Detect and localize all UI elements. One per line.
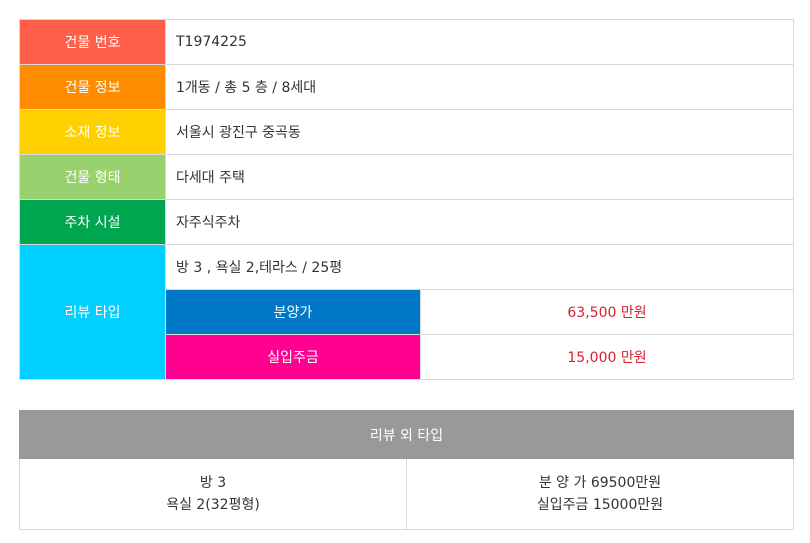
sale-price-value: 63,500 만원 (420, 290, 793, 334)
sale-price-label: 분양가 (166, 290, 421, 334)
other-type-row: 방 3 욕실 2(32평형) 분 양 가 69500만원 실입주금 15000만… (19, 458, 794, 530)
building-type-value: 다세대 주택 (165, 154, 794, 200)
building-info-row: 건물 정보 1개동 / 총 5 층 / 8세대 (19, 64, 794, 110)
building-info-table: 건물 번호 T1974225 건물 정보 1개동 / 총 5 층 / 8세대 소… (19, 19, 794, 380)
real-payment-value: 15,000 만원 (420, 335, 793, 379)
price-line-1: 분 양 가 69500만원 (538, 475, 662, 491)
other-type-table: 리뷰 외 타입 방 3 욕실 2(32평형) 분 양 가 69500만원 실입주… (19, 410, 794, 530)
building-info-label: 건물 정보 (19, 64, 166, 110)
building-type-label: 건물 형태 (19, 154, 166, 200)
review-type-row: 리뷰 타입 방 3 , 욕실 2,테라스 / 25평 (19, 244, 794, 380)
sale-price-row: 분양가 63,500 만원 (20, 289, 794, 335)
parking-label: 주차 시설 (19, 199, 166, 245)
building-no-row: 건물 번호 T1974225 (19, 19, 794, 65)
review-type-label: 리뷰 타입 (19, 244, 166, 380)
building-info-value: 1개동 / 총 5 층 / 8세대 (165, 64, 794, 110)
review-type-layout: 방 3 , 욕실 2,테라스 / 25평 (165, 244, 794, 290)
parking-row: 주차 시설 자주식주차 (19, 199, 794, 245)
rooms-line-2: 욕실 2(32평형) (166, 497, 260, 513)
location-value: 서울시 광진구 중곡동 (165, 109, 794, 155)
building-type-row: 건물 형태 다세대 주택 (19, 154, 794, 200)
other-type-header: 리뷰 외 타입 (19, 410, 794, 459)
real-payment-label: 실입주금 (166, 335, 421, 379)
price-line-2: 실입주금 15000만원 (536, 497, 664, 513)
location-row: 소재 정보 서울시 광진구 중곡동 (19, 109, 794, 155)
location-label: 소재 정보 (19, 109, 166, 155)
other-type-rooms: 방 3 욕실 2(32평형) (19, 458, 407, 530)
other-type-price: 분 양 가 69500만원 실입주금 15000만원 (406, 458, 794, 530)
parking-value: 자주식주차 (165, 199, 794, 245)
real-payment-row: 실입주금 15,000 만원 (20, 334, 794, 380)
building-no-value: T1974225 (165, 19, 794, 65)
building-no-label: 건물 번호 (19, 19, 166, 65)
rooms-line-1: 방 3 (199, 475, 227, 491)
